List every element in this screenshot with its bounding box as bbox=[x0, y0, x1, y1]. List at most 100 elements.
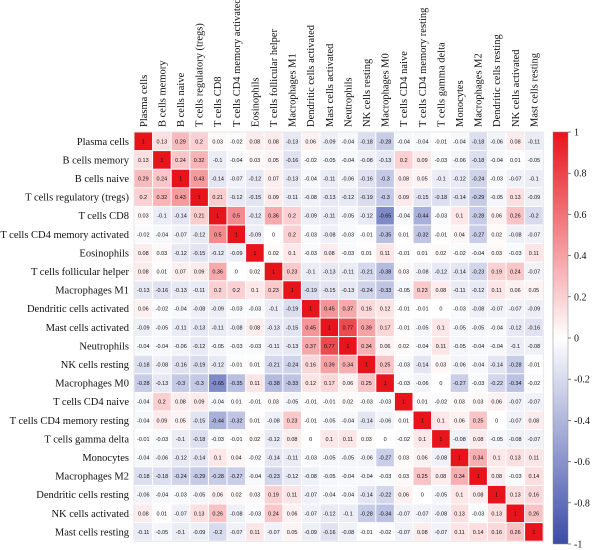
heatmap-cell bbox=[301, 504, 320, 523]
heatmap-cell bbox=[134, 392, 153, 411]
heatmap-cell bbox=[264, 411, 283, 430]
heatmap-cell bbox=[227, 188, 246, 206]
heatmap-cell bbox=[134, 374, 153, 392]
heatmap-cell bbox=[134, 448, 153, 467]
heatmap-cell bbox=[339, 281, 357, 299]
heatmap-cell bbox=[301, 151, 320, 169]
heatmap-cell bbox=[283, 244, 301, 262]
heatmap-cell bbox=[227, 411, 246, 430]
cell-value-label: 0.11 bbox=[343, 437, 353, 443]
heatmap-cell bbox=[190, 485, 208, 504]
heatmap-cell bbox=[525, 244, 543, 262]
heatmap-cell bbox=[208, 318, 227, 337]
heatmap-cell bbox=[450, 151, 469, 169]
cell-value-label: 0.07 bbox=[268, 177, 279, 183]
colorbar-tick-label: 0.2 bbox=[574, 292, 587, 303]
heatmap-cell bbox=[413, 467, 432, 485]
heatmap-cell bbox=[171, 206, 190, 225]
heatmap-cell bbox=[376, 374, 394, 392]
cell-value-label: -0.23 bbox=[267, 474, 280, 480]
heatmap-cell bbox=[432, 355, 450, 374]
cell-value-label: 0.03 bbox=[491, 251, 502, 257]
cell-value-label: -0.33 bbox=[286, 381, 299, 387]
heatmap-cell bbox=[283, 392, 301, 411]
cell-value-label: -0.06 bbox=[156, 456, 169, 462]
heatmap-cell bbox=[469, 485, 487, 504]
heatmap-cell bbox=[469, 337, 487, 355]
cell-value-label: 0.05 bbox=[175, 418, 186, 424]
heatmap-cell bbox=[190, 467, 208, 485]
cell-value-label: -0.07 bbox=[230, 530, 243, 536]
heatmap-cell bbox=[264, 467, 283, 485]
cell-value-label: 0.08 bbox=[398, 177, 409, 183]
cell-value-label: 0.24 bbox=[268, 511, 279, 517]
heatmap-cell bbox=[450, 392, 469, 411]
cell-value-label: -0.24 bbox=[472, 177, 485, 183]
cell-value-label: -0.07 bbox=[509, 177, 522, 183]
heatmap-cell bbox=[413, 206, 432, 225]
heatmap-cell bbox=[190, 244, 208, 262]
heatmap-cell bbox=[320, 299, 339, 318]
cell-value-label: 0.17 bbox=[324, 381, 335, 387]
heatmap-cell bbox=[153, 355, 171, 374]
cell-value-label: -0.13 bbox=[323, 195, 336, 201]
heatmap-cell bbox=[525, 225, 543, 244]
heatmap-cell bbox=[376, 448, 394, 467]
cell-value-label: -0.09 bbox=[137, 325, 150, 331]
cell-value-label: 0.1 bbox=[288, 251, 296, 257]
heatmap-cell bbox=[153, 151, 171, 169]
cell-value-label: 0.23 bbox=[417, 288, 428, 294]
cell-value-label: 0.07 bbox=[175, 270, 186, 276]
heatmap-cell bbox=[376, 132, 394, 151]
cell-value-label: 0.01 bbox=[250, 363, 261, 369]
heatmap-cell bbox=[506, 430, 525, 448]
cell-value-label: 0.1 bbox=[437, 418, 445, 424]
cell-value-label: 0.06 bbox=[287, 511, 298, 517]
cell-value-label: 0.03 bbox=[157, 251, 168, 257]
heatmap-cell bbox=[190, 188, 208, 206]
row-label: Monocytes bbox=[82, 453, 129, 464]
heatmap-cell bbox=[227, 355, 246, 374]
cell-value-label: 1 bbox=[179, 177, 182, 183]
cell-value-label: 0.39 bbox=[361, 325, 372, 331]
heatmap-cell bbox=[469, 151, 487, 169]
colorbar-tick-label: -0.4 bbox=[574, 416, 590, 427]
cell-value-label: -0.03 bbox=[304, 232, 317, 238]
heatmap-cell bbox=[320, 206, 339, 225]
cell-value-label: 0.08 bbox=[175, 400, 186, 406]
row-label: T cells CD4 memory activated bbox=[0, 230, 129, 241]
heatmap-cell bbox=[264, 188, 283, 206]
heatmap-cell bbox=[506, 169, 525, 188]
cell-value-label: 0.08 bbox=[268, 139, 279, 145]
cell-value-label: -0.02 bbox=[249, 456, 262, 462]
cell-value-label: 1 bbox=[346, 344, 349, 350]
cell-value-label: -0.01 bbox=[435, 139, 448, 145]
cell-value-label: -0.08 bbox=[193, 307, 206, 313]
cell-value-label: -0.08 bbox=[435, 456, 448, 462]
heatmap-cell bbox=[506, 411, 525, 430]
cell-value-label: 0.11 bbox=[492, 288, 502, 294]
cell-value-label: 0.04 bbox=[454, 232, 465, 238]
cell-value-label: 0.36 bbox=[268, 214, 279, 220]
cell-value-label: -0.1 bbox=[269, 307, 278, 313]
cell-value-label: -0.28 bbox=[137, 381, 150, 387]
heatmap-cell bbox=[525, 188, 543, 206]
heatmap-cell bbox=[469, 225, 487, 244]
cell-value-label: 0.13 bbox=[138, 158, 149, 164]
cell-value-label: 0.11 bbox=[250, 381, 260, 387]
cell-value-label: -0.04 bbox=[416, 139, 429, 145]
cell-value-label: -0.14 bbox=[174, 214, 187, 220]
heatmap-cell bbox=[357, 281, 376, 299]
heatmap-cell bbox=[487, 485, 506, 504]
cell-value-label: 0.24 bbox=[175, 158, 186, 164]
cell-value-label: 0 bbox=[384, 437, 387, 443]
column-label: Neutrophils bbox=[343, 77, 354, 127]
heatmap-cell bbox=[320, 430, 339, 448]
cell-value-label: 1 bbox=[439, 437, 442, 443]
cell-value-label: -0.03 bbox=[156, 437, 169, 443]
heatmap-cell bbox=[487, 355, 506, 374]
heatmap-cell bbox=[227, 151, 246, 169]
heatmap-cell bbox=[450, 337, 469, 355]
heatmap-cell bbox=[357, 504, 376, 523]
heatmap-cell bbox=[208, 151, 227, 169]
